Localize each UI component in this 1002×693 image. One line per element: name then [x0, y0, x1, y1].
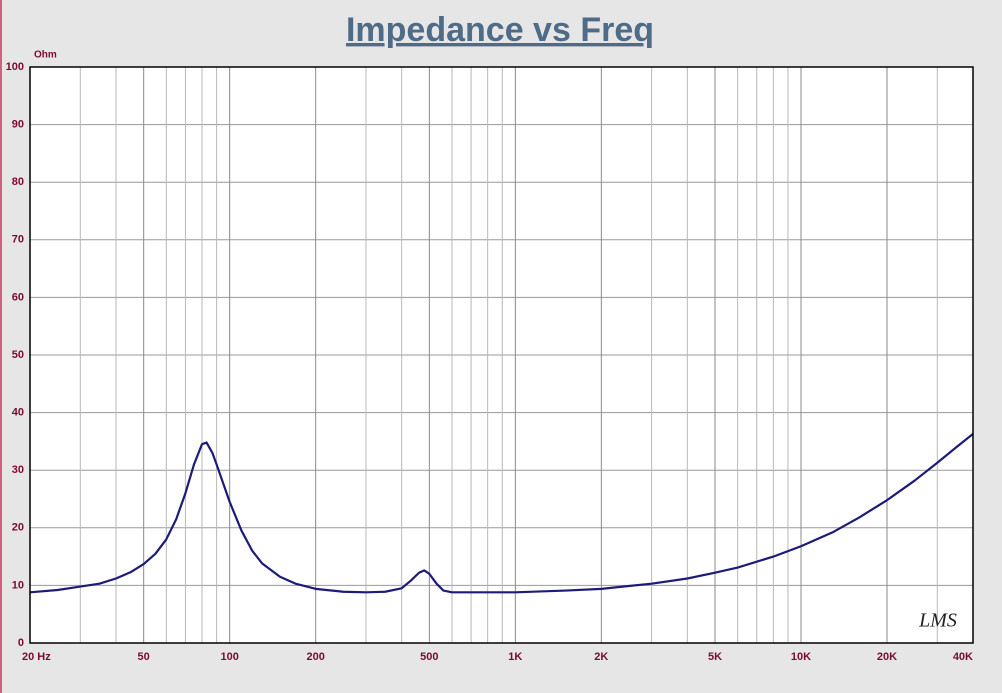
x-tick-label: 100 — [220, 651, 238, 663]
x-tick-label: 20 Hz — [22, 651, 51, 663]
x-tick-label: 50 — [138, 651, 150, 663]
y-tick-label: 40 — [12, 407, 24, 419]
watermark: LMS — [918, 610, 957, 632]
x-tick-label: 20K — [877, 651, 897, 663]
x-tick-label: 200 — [306, 651, 324, 663]
y-tick-label: 0 — [18, 637, 24, 649]
x-tick-label: 5K — [708, 651, 722, 663]
y-tick-label: 60 — [12, 291, 24, 303]
y-unit: Ohm — [34, 50, 57, 61]
y-tick-label: 90 — [12, 119, 24, 131]
y-tick-label: 80 — [12, 176, 24, 188]
impedance-line — [29, 433, 974, 594]
x-tick-label: 10K — [791, 651, 811, 663]
chart-title: Impedance vs Freq — [346, 11, 654, 49]
x-tick-label: 500 — [420, 651, 438, 663]
plot-border — [29, 66, 974, 644]
y-tick-label: 100 — [6, 61, 24, 73]
x-tick-label: 2K — [594, 651, 608, 663]
x-tick-label: 1K — [508, 651, 522, 663]
y-tick-label: 20 — [12, 522, 24, 534]
y-tick-label: 50 — [12, 349, 24, 361]
y-tick-label: 30 — [12, 464, 24, 476]
x-tick-label: 40K — [953, 651, 973, 663]
y-tick-label: 70 — [12, 234, 24, 246]
y-tick-label: 10 — [12, 579, 24, 591]
